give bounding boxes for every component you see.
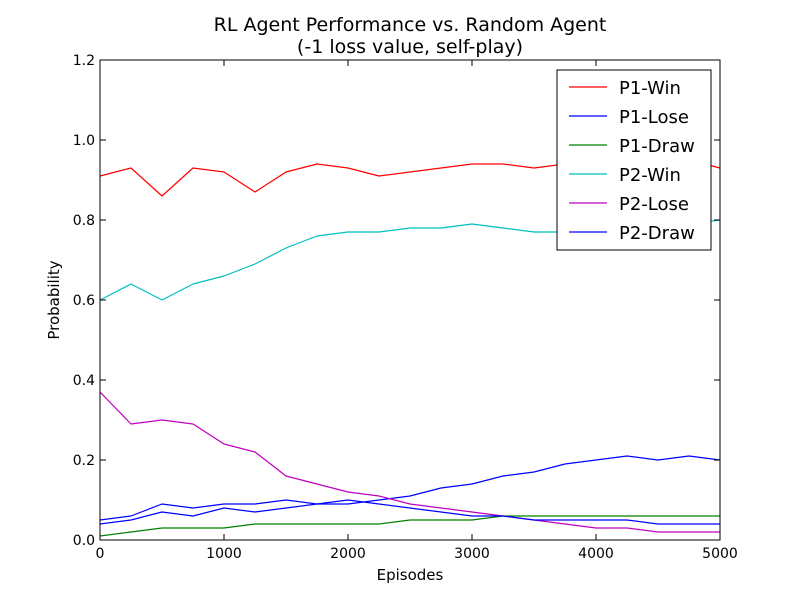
- y-tick-label: 0.2: [73, 453, 95, 469]
- x-axis-label: Episodes: [377, 566, 444, 584]
- y-tick-label: 1.0: [73, 133, 95, 149]
- x-tick-label: 5000: [702, 546, 738, 562]
- x-tick-label: 3000: [454, 546, 490, 562]
- y-tick-label: 0.8: [73, 213, 95, 229]
- legend-label-p1-draw: P1-Draw: [619, 136, 695, 157]
- x-tick-label: 4000: [578, 546, 614, 562]
- chart-title: RL Agent Performance vs. Random Agent: [214, 14, 607, 36]
- legend-label-p1-lose: P1-Lose: [619, 107, 689, 128]
- legend-box: [556, 69, 712, 251]
- y-axis-label: Probability: [45, 260, 63, 339]
- series-line-p1-draw: [99, 515, 720, 537]
- legend-label-p2-win: P2-Win: [619, 165, 681, 186]
- legend-label-p2-draw: P2-Draw: [619, 223, 695, 244]
- x-tick-label: 1000: [206, 546, 242, 562]
- legend-label-p1-win: P1-Win: [619, 78, 681, 99]
- y-tick-label: 0.0: [73, 533, 95, 549]
- legend-label-p2-lose: P2-Lose: [619, 194, 689, 215]
- series-line-p2-draw: [99, 499, 720, 525]
- tick-layer: 0 1000 2000 3000 4000 5000 0.0 0.2 0.4 0.6 0.8 1.0 1…: [73, 53, 738, 562]
- x-tick-label: 0: [96, 546, 105, 562]
- series-line-p1-lose: [99, 455, 721, 525]
- x-tick-label: 2000: [330, 546, 366, 562]
- y-tick-label: 0.4: [73, 373, 95, 389]
- y-tick-label: 0.6: [73, 293, 95, 309]
- y-tick-label: 1.2: [73, 53, 95, 69]
- legend: P1-Win P1-Lose P1-Draw P2-Win P2-Lose P2-Draw: [556, 69, 712, 251]
- chart-subtitle: (-1 loss value, self-play): [297, 36, 523, 58]
- series-line-p2-lose: [99, 391, 720, 533]
